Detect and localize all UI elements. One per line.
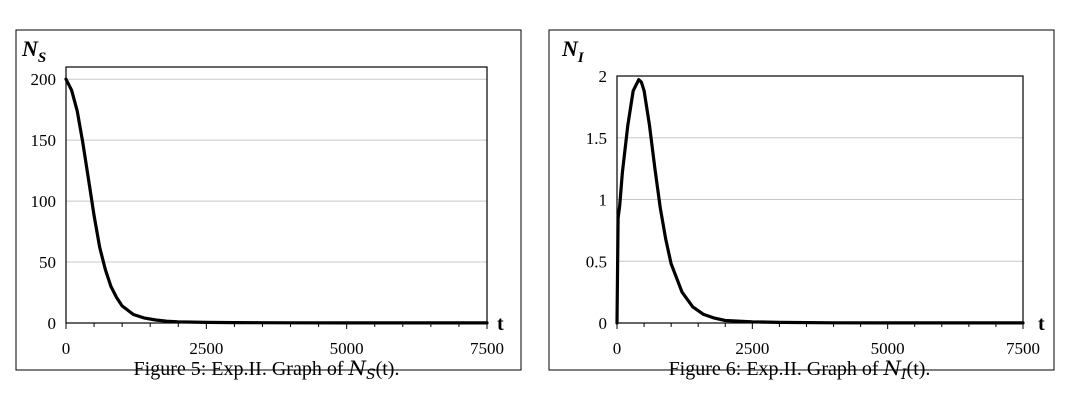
y-axis-label-ns: NS <box>21 36 46 66</box>
caption-sub-ns: S <box>365 367 376 383</box>
y-tick-label-ns-3: 150 <box>31 131 57 150</box>
caption-suffix-ns: (t). <box>375 358 400 380</box>
chart-frame-ni <box>548 29 1055 371</box>
chart-panel-ni: 0 0.5 1 1.5 2 0 2500 5000 7500 NI t Figure 6: Exp.… <box>533 0 1066 408</box>
caption-suffix-ni: (t). <box>906 358 931 380</box>
x-tick-label-ni-3: 7500 <box>1006 339 1040 358</box>
x-tick-label-ni-2: 5000 <box>871 339 905 358</box>
x-tick-label-ns-1: 2500 <box>189 339 223 358</box>
y-tick-label-ns-1: 50 <box>39 253 56 272</box>
x-axis-label-ni: t <box>1038 313 1045 335</box>
chart-frame-ns <box>15 29 522 371</box>
caption-var-ni: N <box>883 356 902 380</box>
series-line-ns-0 <box>64 77 489 325</box>
chart-ns-svg: 0 50 100 150 200 0 2500 5000 7500 NS t <box>15 29 522 371</box>
caption-var-ns: N <box>348 356 366 380</box>
chart-panel-ns: 0 50 100 150 200 0 2500 5000 7500 NS t Figure 5: E… <box>0 29 533 383</box>
figure-caption-ni: Figure 6: Exp.II. Graph of NI(t). <box>533 356 1066 383</box>
y-tick-label-ni-3: 1.5 <box>586 129 607 148</box>
y-tick-label-ns-2: 100 <box>31 192 57 211</box>
x-tick-label-ns-2: 5000 <box>330 339 364 358</box>
y-tick-label-ns-4: 200 <box>31 70 57 89</box>
x-tick-label-ni-1: 2500 <box>735 339 769 358</box>
y-tick-label-ns-0: 0 <box>48 314 57 333</box>
x-axis-label-ns: t <box>497 313 504 335</box>
y-tick-label-ni-2: 1 <box>599 191 608 210</box>
y-axis-label-ni: NI <box>561 36 585 66</box>
chart-ni-svg: 0 0.5 1 1.5 2 0 2500 5000 7500 NI t <box>548 29 1055 371</box>
x-tick-label-ns-3: 7500 <box>470 339 504 358</box>
figure-caption-ns: Figure 5: Exp.II. Graph of NS(t). <box>0 356 533 383</box>
x-tick-label-ns-0: 0 <box>62 339 71 358</box>
x-tick-label-ni-0: 0 <box>613 339 622 358</box>
series-line-ni-0 <box>615 78 1025 325</box>
caption-prefix-ni: Figure 6: Exp.II. Graph of <box>668 358 884 380</box>
caption-prefix-ns: Figure 5: Exp.II. Graph of <box>133 358 349 380</box>
plot-area-ns <box>65 66 488 324</box>
caption-sub-ni: I <box>901 367 907 383</box>
y-tick-label-ni-1: 0.5 <box>586 252 607 271</box>
y-tick-label-ni-0: 0 <box>599 314 608 333</box>
y-tick-label-ni-4: 2 <box>599 67 608 86</box>
